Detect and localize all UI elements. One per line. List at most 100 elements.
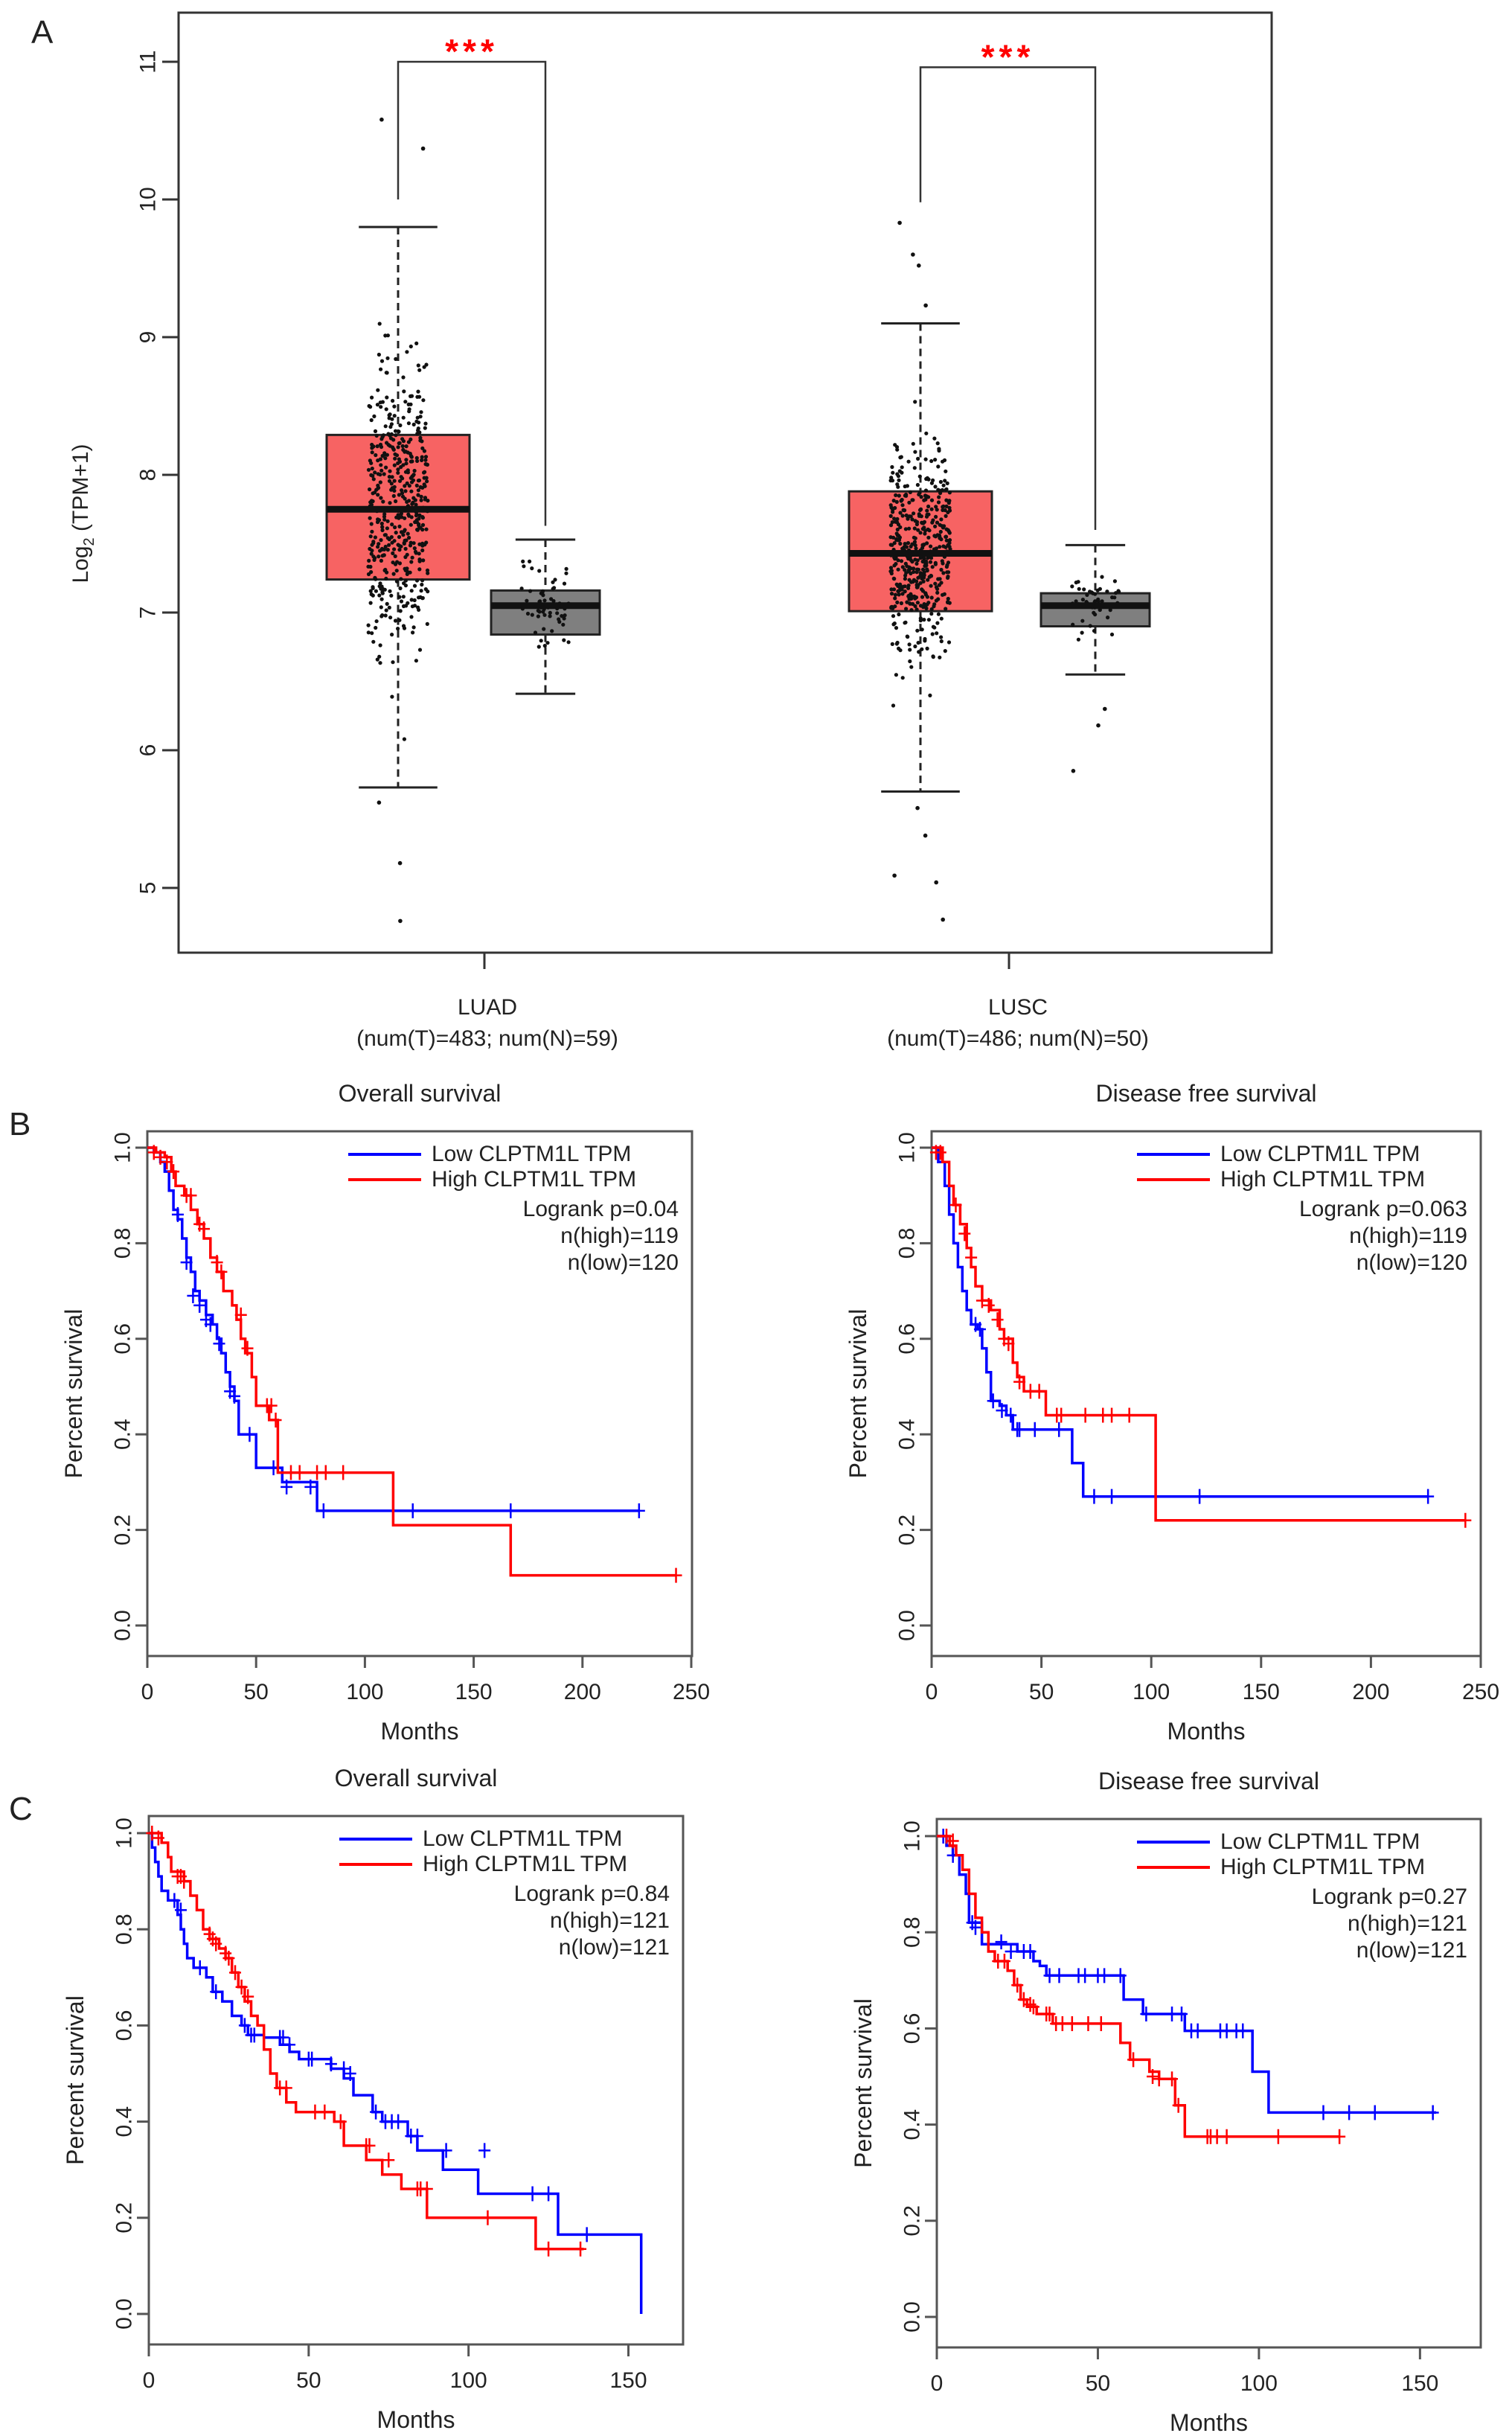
- legend-entry: High CLPTM1L TPM: [1220, 1855, 1425, 1879]
- series-low: [149, 1832, 643, 2314]
- data-point: [935, 508, 939, 512]
- censor-mark: [1033, 1384, 1045, 1399]
- data-point: [422, 365, 426, 369]
- data-point: [403, 484, 407, 488]
- x-tick-label: 50: [296, 2368, 321, 2393]
- data-point: [551, 580, 555, 584]
- data-point: [920, 627, 924, 632]
- data-point: [919, 495, 923, 499]
- data-point: [930, 565, 935, 569]
- censor-mark: [293, 1465, 306, 1480]
- censor-mark: [234, 1307, 247, 1323]
- data-point: [394, 499, 398, 504]
- data-point: [898, 511, 903, 515]
- data-point: [937, 495, 941, 499]
- censor-mark: [987, 1393, 999, 1409]
- data-point: [380, 525, 385, 529]
- censor-mark: [281, 1479, 293, 1494]
- censor-mark: [1459, 1512, 1472, 1528]
- data-point: [369, 570, 374, 575]
- x-axis-label: Months: [1167, 1718, 1246, 1745]
- data-point: [906, 541, 911, 546]
- data-point: [539, 639, 543, 643]
- censor-mark: [1053, 1968, 1066, 1983]
- data-point: [895, 517, 900, 521]
- data-point: [920, 521, 924, 525]
- data-point: [383, 456, 388, 461]
- data-point: [910, 498, 914, 502]
- data-point: [903, 568, 907, 572]
- data-point: [935, 441, 940, 446]
- data-point: [929, 584, 933, 588]
- data-point: [402, 529, 406, 534]
- survival-curve: [932, 1146, 1429, 1498]
- y-tick-label: 6: [136, 744, 161, 757]
- data-point: [1080, 630, 1084, 635]
- data-point: [898, 541, 903, 546]
- data-point: [908, 601, 912, 606]
- data-point: [941, 505, 945, 509]
- data-point: [945, 481, 949, 486]
- data-point: [915, 601, 920, 605]
- data-point: [368, 516, 372, 520]
- data-point: [370, 466, 374, 471]
- censor-mark: [481, 2210, 494, 2225]
- data-point: [933, 581, 938, 586]
- censor-mark: [1106, 1489, 1118, 1504]
- panel-label-c: C: [9, 1791, 33, 1827]
- significance-bracket: [397, 60, 547, 526]
- data-point: [391, 551, 395, 556]
- data-point: [403, 546, 408, 552]
- data-point: [925, 508, 929, 513]
- data-point: [920, 647, 924, 651]
- x-tick-label: 200: [564, 1680, 601, 1704]
- data-point: [383, 424, 388, 429]
- data-point: [415, 432, 420, 436]
- data-point: [923, 592, 928, 597]
- data-point: [423, 543, 427, 547]
- censor-mark: [982, 1297, 995, 1313]
- data-point: [917, 514, 922, 518]
- data-point: [900, 592, 905, 596]
- data-point: [932, 604, 936, 609]
- data-point: [396, 627, 400, 631]
- panel-c-disease-free-survival: Disease free survival 0.0 0.2 0.4 0.6 0.8 1.0 0…: [850, 1768, 1482, 2436]
- x-tick-label: 50: [1029, 1680, 1054, 1704]
- data-point: [409, 394, 414, 398]
- censor-mark: [213, 1336, 225, 1352]
- censor-mark: [210, 1984, 222, 2000]
- data-point: [403, 489, 408, 493]
- data-point: [888, 566, 894, 570]
- category-label-lusc: LUSC: [988, 995, 1048, 1020]
- data-point: [525, 598, 529, 603]
- data-point: [416, 479, 421, 483]
- censor-mark: [193, 1297, 206, 1313]
- legend-stat: Logrank p=0.27: [1312, 1884, 1467, 1909]
- data-point: [388, 616, 393, 620]
- data-point: [411, 630, 415, 635]
- data-point: [947, 490, 952, 495]
- censor-mark: [1079, 1407, 1092, 1423]
- data-point: [379, 521, 384, 526]
- data-point: [394, 515, 399, 520]
- data-point: [939, 635, 944, 639]
- data-point: [1112, 579, 1117, 584]
- data-point: [539, 591, 543, 595]
- data-point: [563, 613, 567, 618]
- data-point: [371, 540, 376, 544]
- censor-mark: [1220, 2129, 1233, 2144]
- y-tick-label: 1.0: [900, 1820, 925, 1852]
- plot-frame: [930, 1130, 1482, 1657]
- x-tick-label: 150: [1243, 1680, 1280, 1704]
- data-point: [913, 450, 917, 454]
- data-point: [533, 630, 538, 635]
- data-point: [548, 610, 552, 616]
- data-point: [382, 517, 387, 522]
- series-high: [929, 1145, 1472, 1528]
- data-point: [944, 487, 948, 492]
- censor-mark: [542, 2241, 555, 2257]
- data-point: [422, 470, 426, 475]
- data-point: [411, 541, 416, 546]
- data-point: [377, 352, 381, 357]
- data-point: [894, 493, 898, 498]
